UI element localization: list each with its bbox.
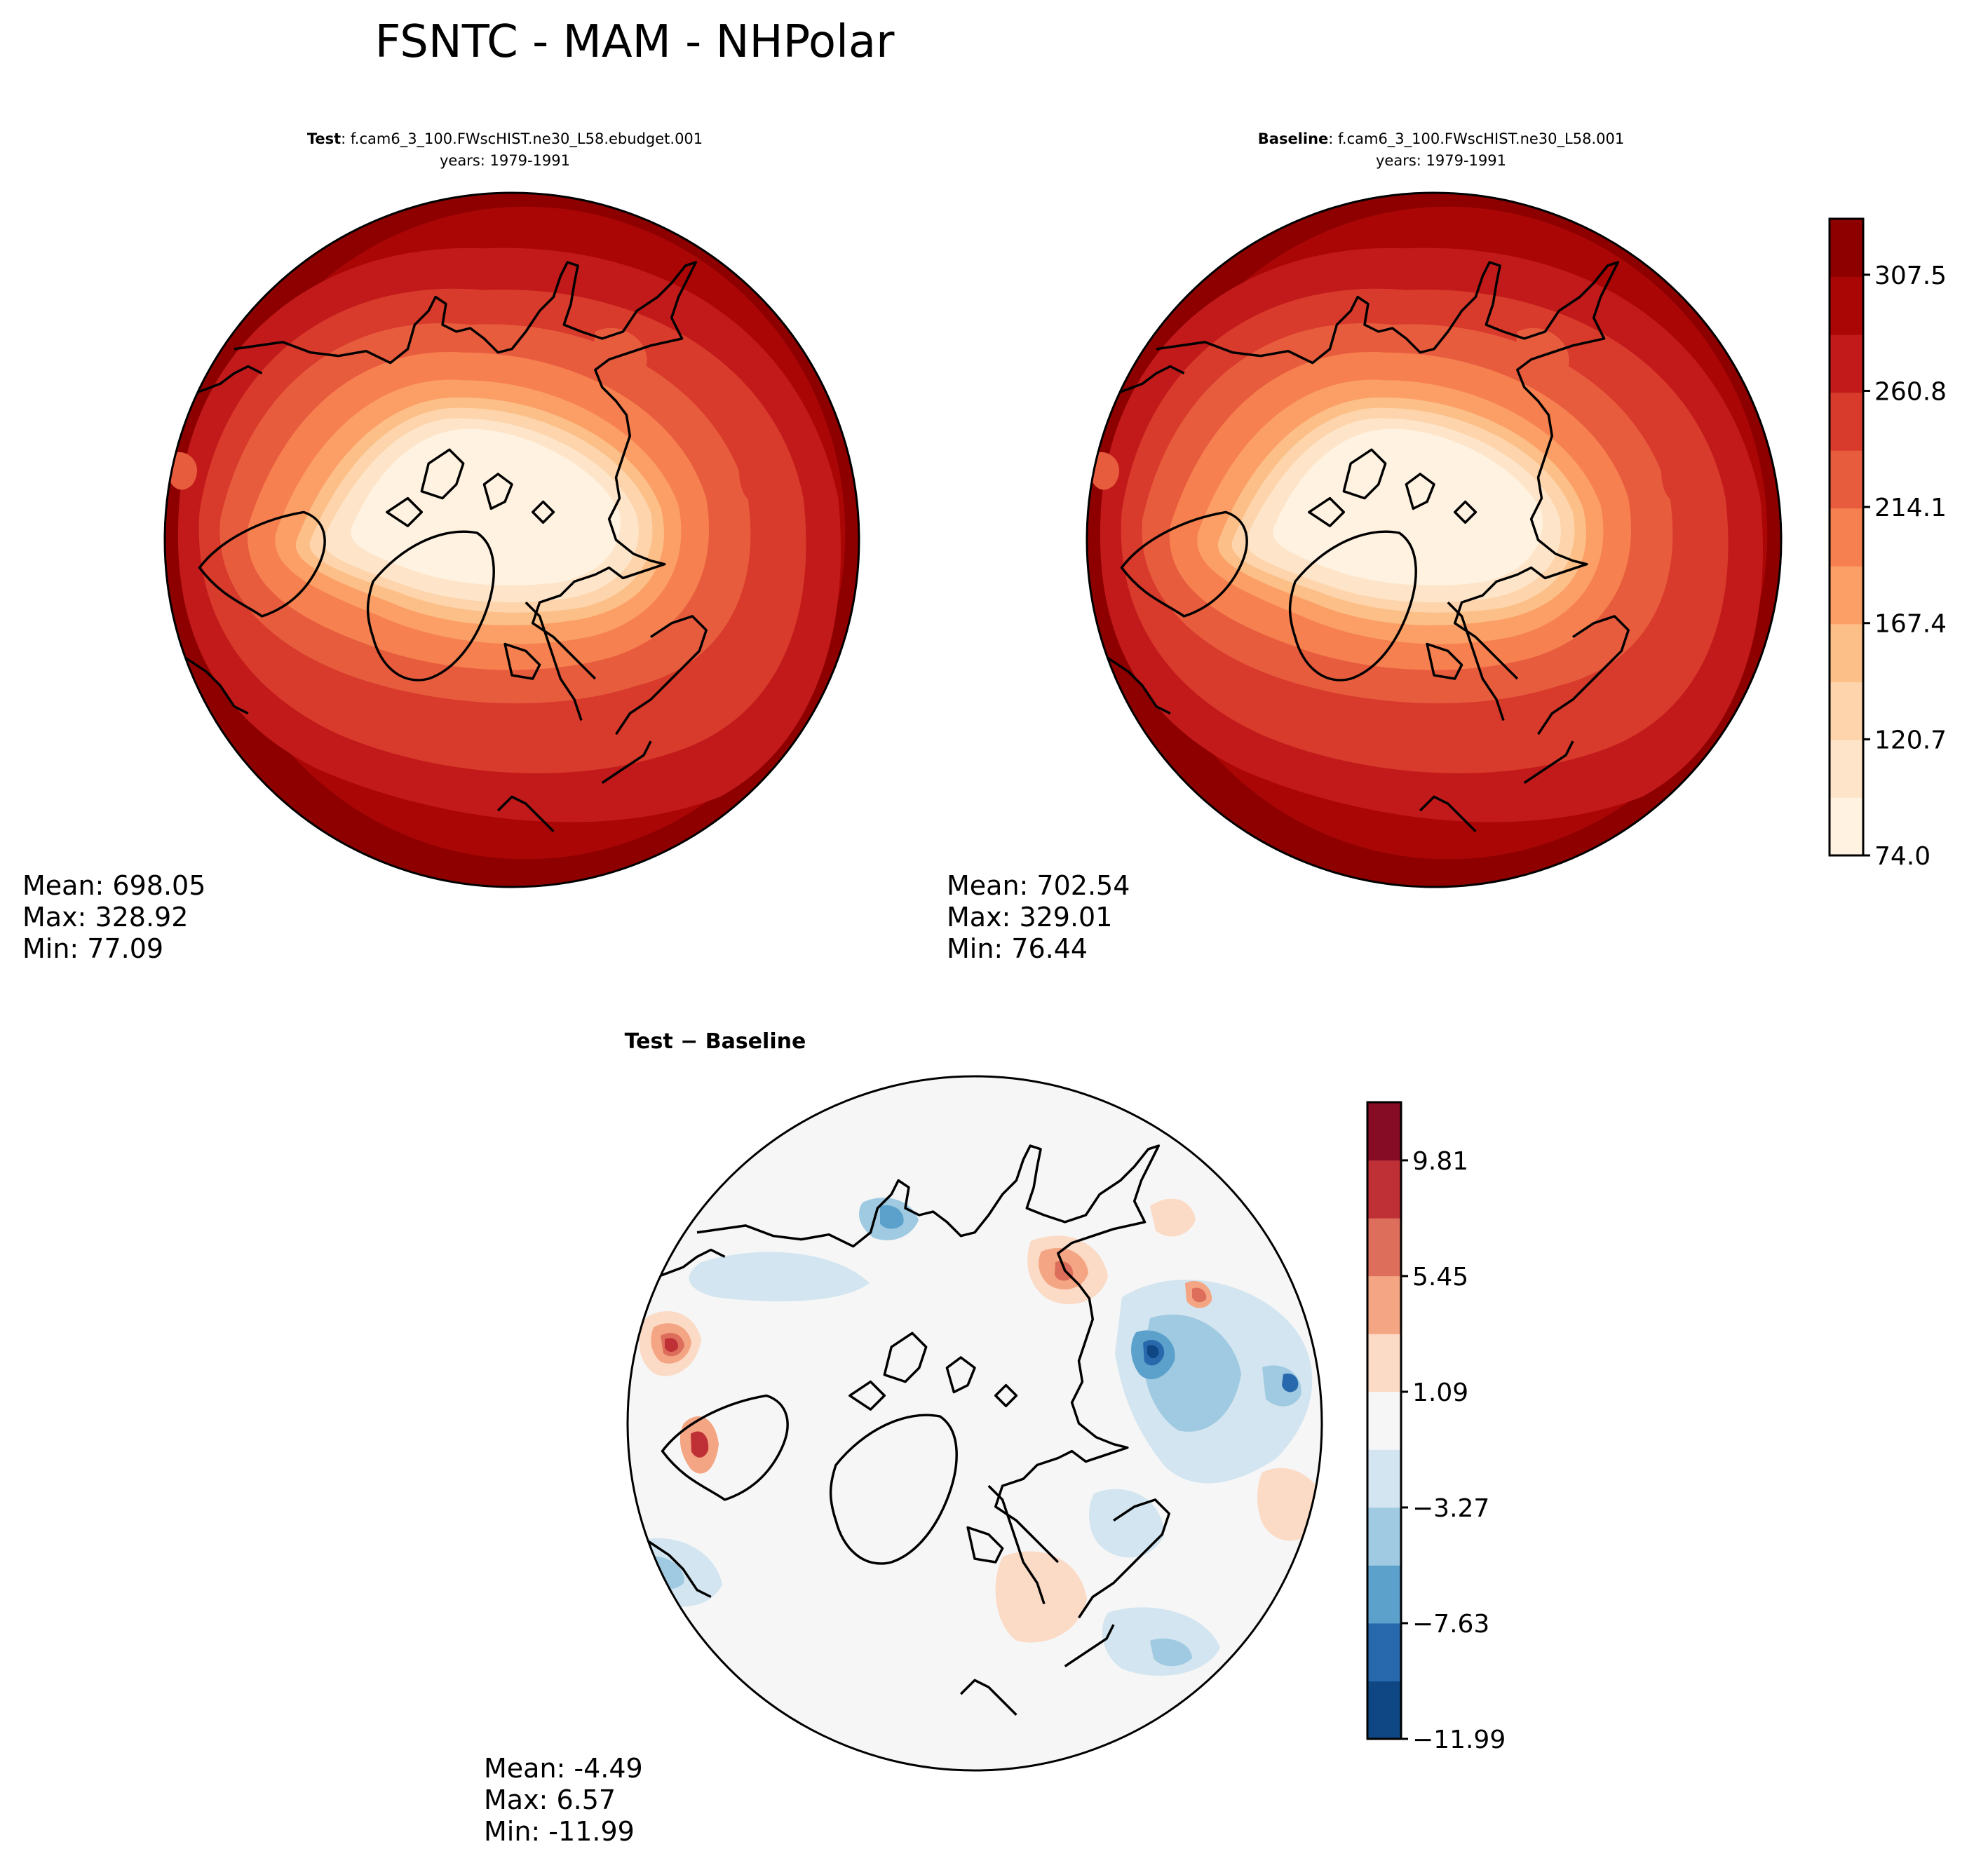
colorbar-diff-segment [1367, 1565, 1401, 1624]
map-diff [628, 1076, 1322, 1770]
panel-diff-mean: Mean: -4.49 [484, 1753, 643, 1784]
panel-baseline-mean: Mean: 702.54 [947, 870, 1130, 901]
panel-diff-title: Test − Baseline [625, 1029, 806, 1054]
colorbar-main-tick-label: 74.0 [1874, 842, 1930, 871]
colorbar-diff-tick-label: 1.09 [1412, 1378, 1468, 1407]
panel-baseline-title: Baseline: f.cam6_3_100.FWscHIST.ne30_L58… [1258, 130, 1624, 148]
panel-baseline-title-rest: : f.cam6_3_100.FWscHIST.ne30_L58.001 [1328, 130, 1624, 148]
panel-baseline-subtitle: years: 1979-1991 [1376, 152, 1506, 169]
colorbar-main-segment [1830, 797, 1863, 856]
colorbar-main-ticks: 74.0 120.7 167.4 214.1 260.8 307.5 [1863, 262, 1947, 871]
colorbar-diff-tick-label: −3.27 [1412, 1494, 1489, 1523]
panel-test: Test: f.cam6_3_100.FWscHIST.ne30_L58.ebu… [22, 130, 860, 964]
map-baseline-boundary [1086, 191, 1783, 888]
panel-baseline-max: Max: 329.01 [947, 902, 1112, 933]
colorbar-main-tick-label: 260.8 [1874, 377, 1947, 406]
colorbar-diff-segment [1367, 1391, 1401, 1450]
colorbar-main-segment [1830, 508, 1863, 567]
colorbar-diff: −11.99 −7.63 −3.27 1.09 5.45 9.81 [1366, 1101, 1506, 1754]
panel-diff-max: Max: 6.57 [484, 1784, 616, 1815]
map-test [165, 193, 859, 887]
panel-test-subtitle: years: 1979-1991 [440, 152, 570, 169]
colorbar-main-tick-label: 214.1 [1874, 494, 1947, 522]
colorbar-diff-segment [1367, 1681, 1401, 1740]
colorbar-main: 74.0 120.7 167.4 214.1 260.8 307.5 [1828, 217, 1947, 871]
colorbar-diff-segment [1367, 1334, 1401, 1393]
colorbar-diff-segment [1367, 1102, 1401, 1161]
panel-baseline-min: Min: 76.44 [947, 933, 1088, 964]
panel-baseline-title-bold: Baseline [1258, 130, 1329, 147]
colorbar-diff-tick-label: 9.81 [1412, 1147, 1468, 1176]
colorbar-diff-segment [1367, 1275, 1401, 1334]
colorbar-main-segment [1830, 276, 1863, 335]
colorbar-diff-segment [1367, 1622, 1401, 1681]
map-test-boundary [163, 191, 860, 888]
colorbar-main-tick-label: 307.5 [1874, 262, 1947, 290]
colorbar-main-tick-label: 167.4 [1874, 610, 1947, 639]
colorbar-diff-segments [1367, 1102, 1401, 1740]
map-diff-boundary [626, 1075, 1323, 1772]
map-baseline [1087, 193, 1781, 887]
panel-test-max: Max: 328.92 [22, 902, 188, 933]
colorbar-main-tick-label: 120.7 [1874, 726, 1947, 754]
panel-diff-min: Min: -11.99 [484, 1816, 635, 1847]
colorbar-diff-tick-label: 5.45 [1412, 1263, 1468, 1292]
colorbar-main-segment [1830, 450, 1863, 509]
colorbar-main-segment [1830, 739, 1863, 798]
colorbar-diff-segment [1367, 1449, 1401, 1508]
panel-test-mean: Mean: 698.05 [22, 870, 205, 901]
colorbar-main-segment [1830, 219, 1863, 278]
colorbar-diff-tick-label: −11.99 [1412, 1726, 1506, 1754]
colorbar-main-segments [1830, 219, 1863, 856]
panel-test-title-rest: : f.cam6_3_100.FWscHIST.ne30_L58.ebudget… [341, 130, 703, 148]
colorbar-diff-segment [1367, 1507, 1401, 1566]
colorbar-diff-tick-label: −7.63 [1412, 1610, 1489, 1639]
panel-baseline: Baseline: f.cam6_3_100.FWscHIST.ne30_L58… [947, 130, 1783, 964]
colorbar-main-segment [1830, 682, 1863, 740]
panel-test-min: Min: 77.09 [22, 933, 163, 964]
colorbar-diff-ticks: −11.99 −7.63 −3.27 1.09 5.45 9.81 [1401, 1147, 1506, 1754]
colorbar-main-segment [1830, 392, 1863, 451]
colorbar-main-segment [1830, 623, 1863, 682]
panel-test-title-bold: Test [307, 130, 341, 147]
panel-diff: Test − Baseline [484, 1029, 1323, 1847]
panel-test-title: Test: f.cam6_3_100.FWscHIST.ne30_L58.ebu… [307, 130, 703, 148]
colorbar-main-segment [1830, 566, 1863, 625]
colorbar-diff-segment [1367, 1218, 1401, 1277]
colorbar-diff-frame [1366, 1101, 1402, 1740]
figure-title: FSNTC - MAM - NHPolar [375, 16, 895, 68]
colorbar-diff-segment [1367, 1160, 1401, 1219]
colorbar-main-frame [1828, 217, 1865, 857]
colorbar-main-segment [1830, 334, 1863, 393]
